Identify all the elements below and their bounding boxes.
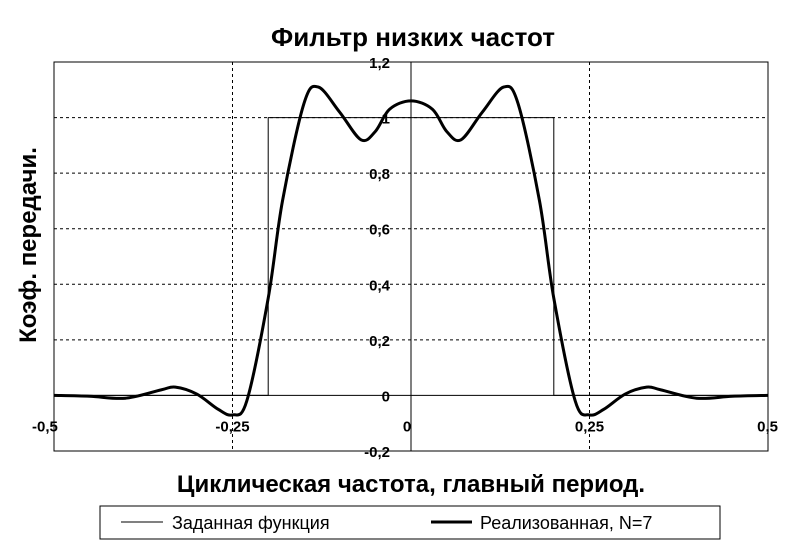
y-tick-label-0: -0,2 [364, 444, 390, 461]
y-tick-label-7: 1,2 [369, 55, 390, 72]
legend-label-realized: Реализованная, N=7 [480, 513, 652, 533]
y-tick-labels: -0,2 0 0,2 0,4 0,6 0,8 1 1,2 [364, 55, 391, 461]
series-line-realized [53, 84, 769, 417]
y-tick-label-2: 0,2 [369, 333, 390, 350]
y-tick-label-4: 0,6 [369, 222, 390, 239]
legend-label-target: Заданная функция [172, 513, 330, 533]
y-axis-title: Коэф. передачи. [15, 147, 42, 343]
x-tick-label-1: -0,25 [215, 418, 249, 435]
x-axis-title: Циклическая частота, главный период. [177, 471, 645, 498]
y-tick-label-5: 0,8 [369, 166, 390, 183]
legend: Заданная функция Реализованная, N=7 [99, 505, 721, 540]
y-tick-label-3: 0,4 [369, 277, 391, 294]
x-tick-label-3: 0,25 [575, 418, 604, 435]
y-tick-label-6: 1 [382, 111, 390, 128]
y-tick-label-1: 0 [382, 388, 390, 405]
x-tick-label-0: -0,5 [32, 418, 58, 435]
x-tick-label-4: 0,5 [757, 418, 778, 435]
x-tick-labels: -0,5 -0,25 0 0,25 0,5 [32, 418, 778, 435]
legend-box [99, 505, 721, 540]
series-layer [53, 84, 769, 417]
chart-title: Фильтр низких частот [271, 22, 555, 52]
x-tick-label-2: 0 [403, 418, 411, 435]
series-line-target [54, 117, 768, 396]
